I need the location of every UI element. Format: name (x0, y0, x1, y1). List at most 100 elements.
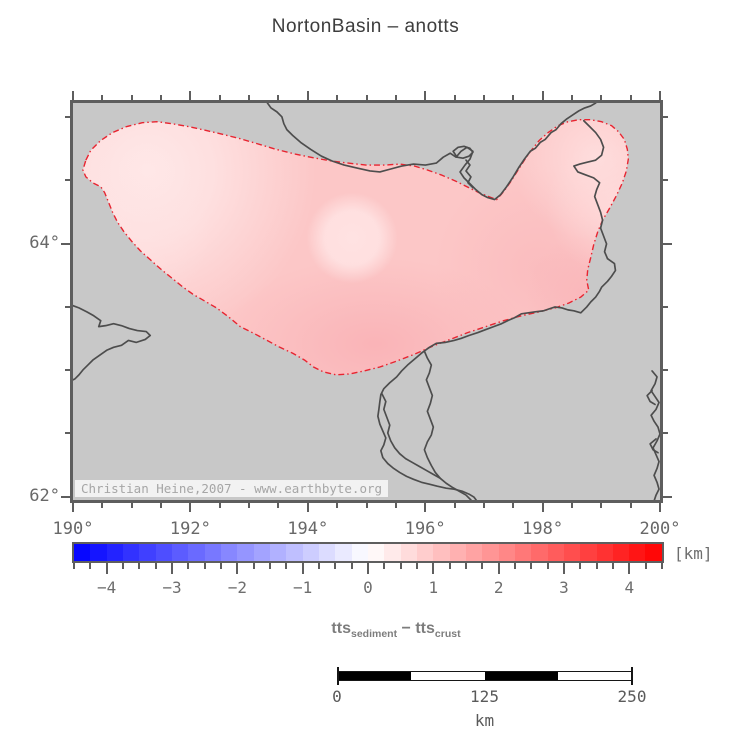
colorbar-tick-label: 4 (624, 578, 635, 597)
axis-tick (663, 369, 668, 372)
colorbar-tick (301, 563, 304, 574)
colorbar-tick (432, 563, 435, 574)
colorbar-tick (644, 563, 647, 569)
x-axis-tick-label: 198° (522, 519, 564, 539)
colorbar-block (449, 544, 466, 561)
axis-tick (659, 91, 661, 100)
colorbar-tick (220, 563, 222, 569)
colorbar-tick (530, 563, 533, 569)
scalebar-segment (411, 672, 485, 680)
colorbar-block (465, 544, 483, 561)
map-plot: Christian Heine,2007 - www.earthbyte.org (61, 91, 672, 512)
scalebar-label: 0 (332, 687, 342, 706)
x-axis-tick-label: 194° (287, 519, 329, 539)
axis-tick (659, 503, 661, 512)
axis-tick (600, 95, 603, 100)
colorbar-tick (399, 563, 402, 569)
axis-tick (160, 95, 163, 100)
axis-tick (65, 115, 70, 118)
colorbar-tick (318, 563, 320, 569)
axis-tick (629, 95, 632, 100)
colorbar-block (612, 544, 630, 561)
colorbar-tick (595, 563, 598, 569)
colorbar-tick (628, 563, 631, 574)
watermark: Christian Heine,2007 - www.earthbyte.org (75, 480, 389, 497)
colorbar-tick (73, 563, 75, 569)
axis-tick (570, 503, 573, 508)
colorbar-tick (269, 563, 271, 569)
map-canvas (73, 103, 660, 500)
x-axis-tick-label: 200° (639, 519, 681, 539)
axis-tick (160, 503, 163, 508)
colorbar-tick-label: 0 (363, 578, 373, 597)
colorbar-block (645, 544, 662, 561)
scalebar-unit-label: km (474, 711, 495, 730)
x-axis-tick-label: 192° (169, 519, 211, 539)
colorbar-block (204, 544, 221, 561)
colorbar-block (596, 544, 613, 561)
colorbar-tick (497, 563, 500, 574)
axis-tick (600, 503, 603, 508)
axis-tick (189, 91, 192, 100)
colorbar-tick (416, 563, 418, 569)
variable-label: ttssediment − ttscrust (331, 620, 460, 640)
colorbar-unit-label: [km] (674, 544, 713, 563)
colorbar-tick (579, 563, 582, 569)
colorbar-block (416, 544, 434, 561)
figure-title: NortonBasin – anotts (271, 16, 460, 37)
coastline-ne-bays (573, 119, 609, 260)
colorbar-tick (350, 563, 353, 569)
axis-tick (482, 95, 485, 100)
colorbar-block (237, 544, 254, 561)
coastline-yukon-channel (423, 350, 472, 500)
colorbar-block (106, 544, 123, 561)
colorbar-tick (138, 563, 141, 569)
colorbar-tick (481, 563, 484, 569)
colorbar-block (580, 544, 597, 561)
colorbar-block (188, 544, 205, 561)
colorbar-tick (203, 563, 206, 569)
colorbar-tick (334, 563, 337, 569)
coastline-yukon-channel-2 (381, 392, 442, 480)
scalebar-end-cap (631, 667, 633, 685)
variable-operator: − (397, 620, 416, 637)
axis-tick (336, 503, 339, 508)
x-axis-tick-label: 190° (52, 519, 94, 539)
coastline-island-sw (73, 304, 152, 381)
coastline-north (266, 103, 597, 201)
variable-sub2: crust (434, 628, 461, 641)
axis-tick (424, 91, 427, 100)
axis-tick (277, 503, 280, 508)
axis-tick (65, 369, 70, 372)
colorbar-tick (236, 563, 239, 574)
axis-tick (61, 242, 70, 245)
colorbar-tick (89, 563, 92, 569)
coastline-islets (452, 145, 474, 189)
axis-tick (629, 503, 632, 508)
axis-tick (306, 503, 309, 512)
colorbar-tick (187, 563, 190, 569)
colorbar-tick (285, 563, 288, 569)
colorbar-block (171, 544, 189, 561)
axis-tick (65, 305, 70, 308)
axis-tick (482, 503, 485, 508)
colorbar-tick-label: 1 (428, 578, 439, 597)
colorbar-block (433, 544, 450, 561)
colorbar-block (563, 544, 581, 561)
axis-tick (663, 305, 668, 308)
colorbar-block (629, 544, 646, 561)
y-axis-tick-label: 62° (29, 485, 60, 506)
variable-sub1: sediment (350, 628, 398, 641)
colorbar-block (514, 544, 532, 561)
axis-tick (248, 503, 251, 508)
colorbar-block (335, 544, 352, 561)
axis-tick (72, 503, 74, 512)
scalebar-segment (557, 672, 631, 680)
axis-tick (663, 242, 672, 245)
axis-tick (101, 95, 104, 100)
colorbar-tick (546, 563, 549, 569)
scalebar-label: 125 (470, 687, 499, 706)
colorbar (72, 542, 664, 563)
axis-tick (61, 495, 70, 498)
